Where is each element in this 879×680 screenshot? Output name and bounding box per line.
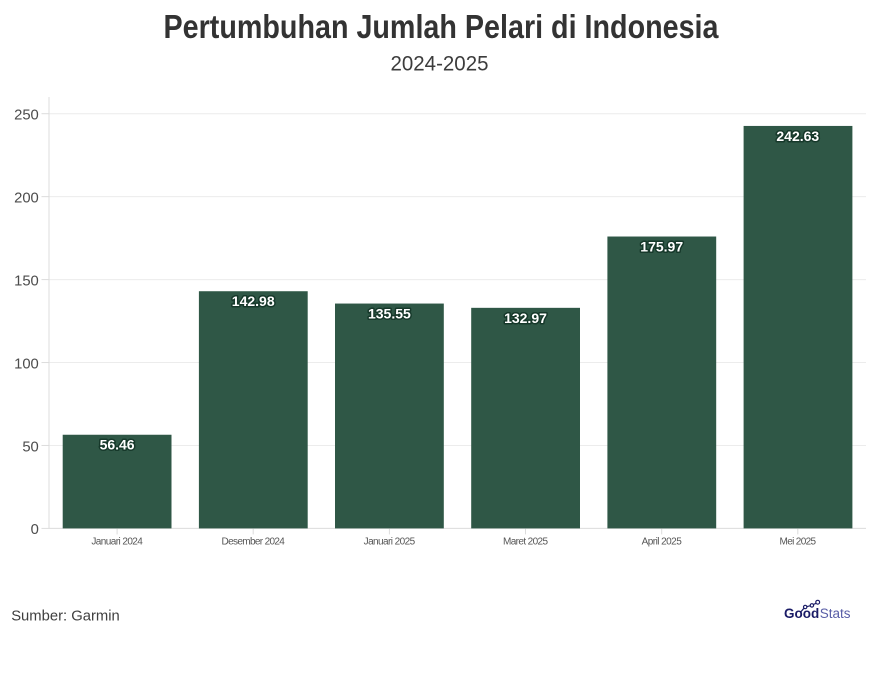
svg-text:56.46: 56.46 bbox=[100, 437, 135, 453]
svg-text:Sumber: Garmin: Sumber: Garmin bbox=[11, 609, 120, 625]
svg-text:142.98: 142.98 bbox=[232, 293, 275, 309]
svg-text:0: 0 bbox=[31, 522, 39, 538]
svg-text:132.97: 132.97 bbox=[504, 310, 547, 326]
svg-text:150: 150 bbox=[14, 273, 39, 289]
svg-text:250: 250 bbox=[14, 108, 39, 124]
svg-text:50: 50 bbox=[22, 439, 38, 455]
svg-text:Maret 2025: Maret 2025 bbox=[503, 537, 548, 548]
svg-text:Januari 2025: Januari 2025 bbox=[364, 537, 416, 548]
svg-text:175.97: 175.97 bbox=[640, 239, 683, 255]
svg-text:Januari 2024: Januari 2024 bbox=[91, 537, 143, 548]
svg-text:100: 100 bbox=[14, 356, 39, 372]
svg-text:200: 200 bbox=[14, 190, 39, 206]
svg-text:Mei 2025: Mei 2025 bbox=[780, 537, 817, 548]
svg-text:Good: Good bbox=[784, 606, 819, 621]
svg-text:135.55: 135.55 bbox=[368, 306, 411, 322]
svg-text:242.63: 242.63 bbox=[776, 128, 819, 144]
svg-text:Pertumbuhan Jumlah Pelari di I: Pertumbuhan Jumlah Pelari di Indonesia bbox=[164, 8, 720, 45]
svg-text:2024-2025: 2024-2025 bbox=[391, 53, 489, 76]
svg-text:Desember 2024: Desember 2024 bbox=[222, 537, 286, 548]
svg-text:Stats: Stats bbox=[820, 606, 851, 621]
svg-text:April 2025: April 2025 bbox=[642, 537, 683, 548]
